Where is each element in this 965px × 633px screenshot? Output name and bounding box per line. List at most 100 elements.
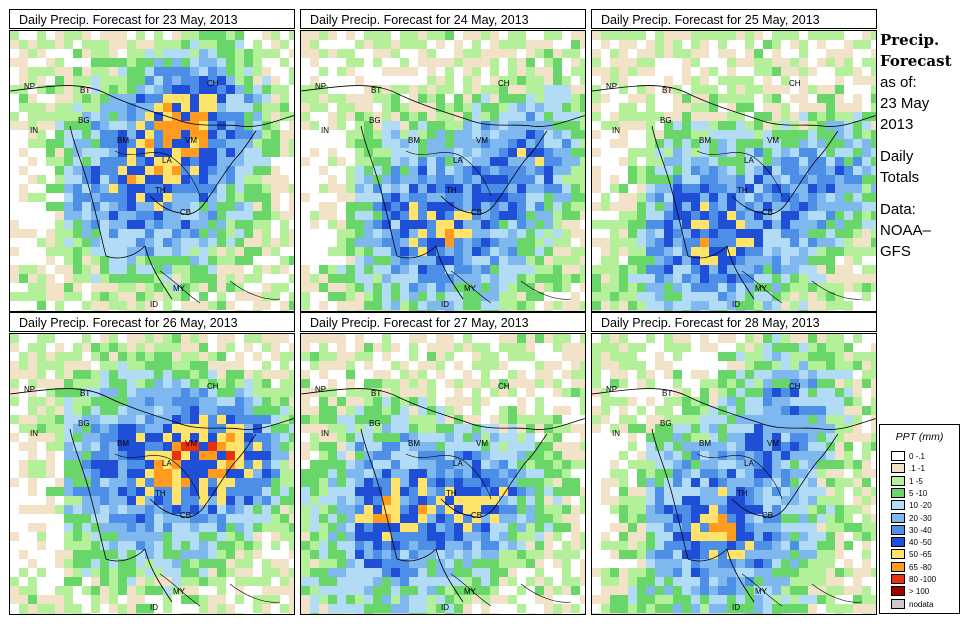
country-label-np: NP	[315, 82, 326, 91]
legend-label: 40 -50	[909, 538, 932, 548]
legend-swatch	[891, 475, 905, 486]
legend-label: 30 -40	[909, 525, 932, 535]
country-label-bt: BT	[371, 86, 381, 95]
country-label-la: LA	[744, 156, 754, 165]
country-label-bm: BM	[408, 136, 420, 145]
sidebar-heading-1: Precip.	[880, 31, 940, 49]
legend-row: 10 -20	[891, 500, 932, 511]
country-label-my: MY	[464, 587, 477, 596]
country-label-bg: BG	[660, 419, 672, 428]
country-label-in: IN	[30, 126, 38, 135]
legend-label: 1 -5	[909, 476, 923, 486]
forecast-panel: Daily Precip. Forecast for 24 May, 2013 N…	[300, 9, 586, 312]
legend-row: 1 -5	[891, 475, 923, 487]
legend-label: 80 -100	[909, 575, 937, 584]
country-label-bm: BM	[408, 439, 420, 448]
as-of-date-2: 2013	[880, 116, 914, 133]
legend-swatch	[891, 500, 905, 511]
forecast-panel: Daily Precip. Forecast for 25 May, 2013 N…	[591, 9, 877, 312]
country-label-my: MY	[173, 284, 186, 293]
panel-title: Daily Precip. Forecast for 24 May, 2013	[300, 9, 586, 29]
country-label-in: IN	[321, 429, 329, 438]
legend-swatch	[891, 537, 905, 548]
totals-label-2: Totals	[880, 169, 920, 186]
country-label-in: IN	[30, 429, 38, 438]
country-label-ch: CH	[498, 382, 510, 391]
country-label-bm: BM	[699, 136, 711, 145]
country-label-la: LA	[453, 156, 463, 165]
country-label-id: ID	[441, 300, 449, 309]
country-label-la: LA	[453, 459, 463, 468]
country-label-th: TH	[446, 489, 457, 498]
country-label-my: MY	[755, 284, 768, 293]
country-label-np: NP	[606, 82, 617, 91]
data-source-3: GFS	[880, 243, 911, 260]
legend-label: 50 -65	[909, 550, 932, 560]
country-label-bm: BM	[117, 439, 129, 448]
country-label-ch: CH	[498, 79, 510, 88]
legend-row: 0 -.1	[891, 451, 925, 462]
country-label-cb: CB	[180, 511, 191, 520]
country-label-np: NP	[24, 82, 35, 91]
country-label-bt: BT	[80, 389, 90, 398]
country-label-vm: VM	[767, 136, 779, 145]
country-label-np: NP	[315, 385, 326, 394]
legend-row: 65 -80	[891, 561, 932, 573]
country-label-bt: BT	[80, 86, 90, 95]
precip-map: NP BT BG IN CH BM VM LA TH CB MY ID	[591, 30, 877, 312]
country-label-bm: BM	[117, 136, 129, 145]
legend-row: > 100	[891, 586, 929, 597]
legend-label: 10 -20	[909, 501, 932, 511]
country-label-cb: CB	[471, 208, 482, 217]
country-label-vm: VM	[185, 136, 197, 145]
precip-map: NP BT BG IN CH BM VM LA TH CB MY ID	[9, 333, 295, 615]
country-label-in: IN	[612, 429, 620, 438]
country-label-ch: CH	[789, 79, 801, 88]
forecast-panel: Daily Precip. Forecast for 27 May, 2013 N…	[300, 312, 586, 615]
legend-swatch	[891, 487, 905, 498]
legend-swatch	[891, 598, 905, 609]
country-label-la: LA	[744, 459, 754, 468]
legend-label: .1 -1	[909, 464, 926, 474]
legend-row: 5 -10	[891, 487, 928, 499]
country-label-my: MY	[173, 587, 186, 596]
forecast-panel: Daily Precip. Forecast for 26 May, 2013 N…	[9, 312, 295, 615]
forecast-panel: Daily Precip. Forecast for 23 May, 2013 N…	[9, 9, 295, 312]
precip-map: NP BT BG IN CH BM VM LA TH CB MY ID	[300, 30, 586, 312]
country-label-in: IN	[321, 126, 329, 135]
legend-label: 65 -80	[909, 562, 932, 572]
country-label-bg: BG	[660, 116, 672, 125]
legend-label: 5 -10	[909, 488, 928, 498]
country-label-id: ID	[732, 603, 740, 612]
legend-swatch	[891, 549, 905, 560]
country-label-la: LA	[162, 156, 172, 165]
country-label-th: TH	[155, 489, 166, 498]
legend-label: 20 -30	[909, 513, 932, 523]
country-label-cb: CB	[180, 208, 191, 217]
panel-title: Daily Precip. Forecast for 28 May, 2013	[591, 312, 877, 332]
legend-label: 0 -.1	[909, 452, 926, 461]
country-label-bg: BG	[369, 419, 381, 428]
data-source-2: NOAA–	[880, 222, 931, 239]
country-label-bt: BT	[371, 389, 381, 398]
legend-swatch	[891, 586, 905, 597]
country-label-bg: BG	[78, 419, 90, 428]
legend-title: PPT (mm)	[895, 431, 944, 443]
country-label-bt: BT	[662, 389, 672, 398]
sidebar-heading-2: Forecast	[880, 52, 952, 70]
legend-row: 30 -40	[891, 524, 932, 536]
country-label-my: MY	[464, 284, 477, 293]
precip-map: NP BT BG IN CH BM VM LA TH CB MY ID	[300, 333, 586, 615]
panel-title: Daily Precip. Forecast for 25 May, 2013	[591, 9, 877, 29]
country-label-cb: CB	[762, 208, 773, 217]
legend-row: 20 -30	[891, 512, 932, 524]
as-of-label: as of:	[880, 74, 917, 91]
country-label-th: TH	[737, 489, 748, 498]
country-label-bm: BM	[699, 439, 711, 448]
forecast-panel: Daily Precip. Forecast for 28 May, 2013 N…	[591, 312, 877, 615]
country-label-cb: CB	[471, 511, 482, 520]
country-label-cb: CB	[762, 511, 773, 520]
country-label-in: IN	[612, 126, 620, 135]
country-label-la: LA	[162, 459, 172, 468]
country-label-ch: CH	[207, 382, 219, 391]
